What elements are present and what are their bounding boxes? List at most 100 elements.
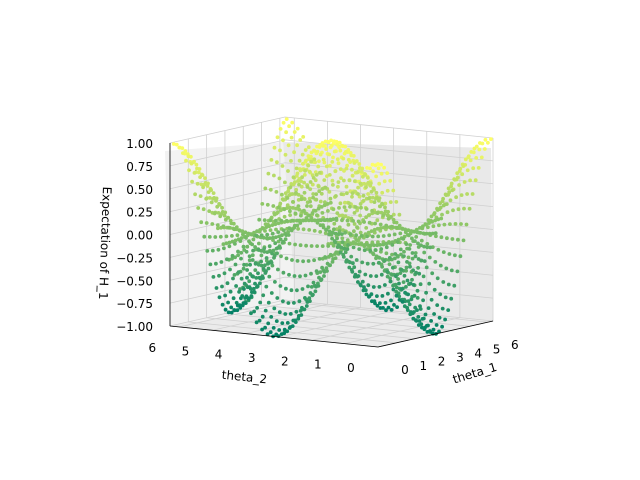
data-point (285, 329, 290, 334)
grid-line-z-2 (169, 162, 494, 190)
data-point (383, 301, 388, 305)
data-point (337, 229, 342, 234)
data-point (298, 309, 303, 313)
data-point (345, 247, 350, 252)
data-point (219, 260, 224, 264)
data-point (235, 233, 240, 238)
data-point (324, 164, 329, 169)
data-point (291, 200, 295, 204)
data-point (440, 324, 444, 329)
data-point (426, 218, 431, 223)
data-point (344, 184, 349, 189)
data-point (247, 279, 252, 284)
data-point (425, 242, 430, 246)
data-point (216, 247, 221, 252)
data-point (458, 254, 463, 259)
data-point (214, 286, 219, 290)
data-point (375, 303, 380, 308)
data-point (215, 204, 220, 209)
data-point (337, 225, 342, 230)
data-point (404, 268, 408, 273)
data-point (322, 203, 327, 208)
data-point (340, 218, 344, 223)
data-point (290, 218, 295, 223)
data-point (372, 230, 377, 235)
data-point (332, 227, 336, 232)
data-point (291, 318, 296, 323)
data-point (299, 184, 304, 189)
axes-pane-left (165, 142, 296, 326)
data-point (171, 142, 176, 146)
data-point (391, 188, 396, 193)
data-point (391, 287, 396, 292)
data-point (360, 279, 365, 284)
data-point (334, 139, 339, 144)
data-point (440, 212, 444, 217)
data-point (195, 181, 200, 186)
data-point (444, 202, 449, 207)
data-point (325, 261, 330, 266)
data-point (394, 200, 399, 204)
data-point (336, 180, 341, 185)
data-point (295, 259, 300, 263)
data-point (394, 293, 399, 298)
data-point (292, 223, 297, 228)
data-point (438, 205, 443, 210)
data-point (321, 225, 326, 230)
data-point (317, 275, 321, 280)
data-point (373, 248, 378, 253)
data-point (428, 245, 433, 250)
data-point (350, 191, 355, 196)
data-point (343, 250, 348, 255)
data-point (318, 270, 323, 274)
data-point (378, 306, 383, 310)
data-point (286, 301, 291, 305)
data-point (192, 171, 197, 175)
data-point (415, 288, 420, 293)
data-point (241, 266, 246, 271)
data-point (383, 205, 387, 210)
data-point (373, 163, 378, 168)
data-point (429, 297, 434, 302)
data-point (293, 242, 297, 247)
data-point (375, 226, 380, 231)
data-point (288, 312, 293, 316)
data-point (364, 207, 369, 211)
data-point (342, 242, 347, 247)
data-point (300, 152, 305, 157)
data-point (283, 152, 288, 157)
data-point (311, 292, 315, 297)
data-point (406, 255, 411, 260)
data-point (429, 319, 433, 323)
data-point (344, 208, 348, 213)
z-tick-label: −0.75 (116, 297, 153, 311)
z-tick-label: 1.00 (126, 137, 153, 151)
data-point (375, 294, 379, 298)
data-point (273, 241, 278, 246)
data-point (402, 273, 407, 278)
data-point (377, 181, 382, 186)
data-point (274, 190, 279, 194)
data-point (195, 166, 199, 171)
x-tick-label: 6 (511, 338, 519, 352)
data-point (229, 310, 234, 315)
data-point (364, 185, 368, 190)
data-point (304, 243, 308, 248)
data-point (359, 283, 363, 288)
data-point (285, 203, 290, 208)
data-point (384, 251, 389, 256)
data-point (359, 205, 363, 210)
data-point (405, 308, 410, 312)
data-point (225, 257, 229, 262)
data-point (437, 223, 441, 228)
data-point (276, 267, 280, 272)
data-point (336, 243, 341, 248)
data-point (322, 274, 326, 278)
data-point (378, 243, 383, 247)
data-point (470, 192, 475, 196)
data-point (337, 140, 342, 145)
data-point (419, 258, 424, 263)
data-point (326, 140, 331, 145)
data-point (397, 298, 402, 302)
data-point (368, 274, 373, 278)
